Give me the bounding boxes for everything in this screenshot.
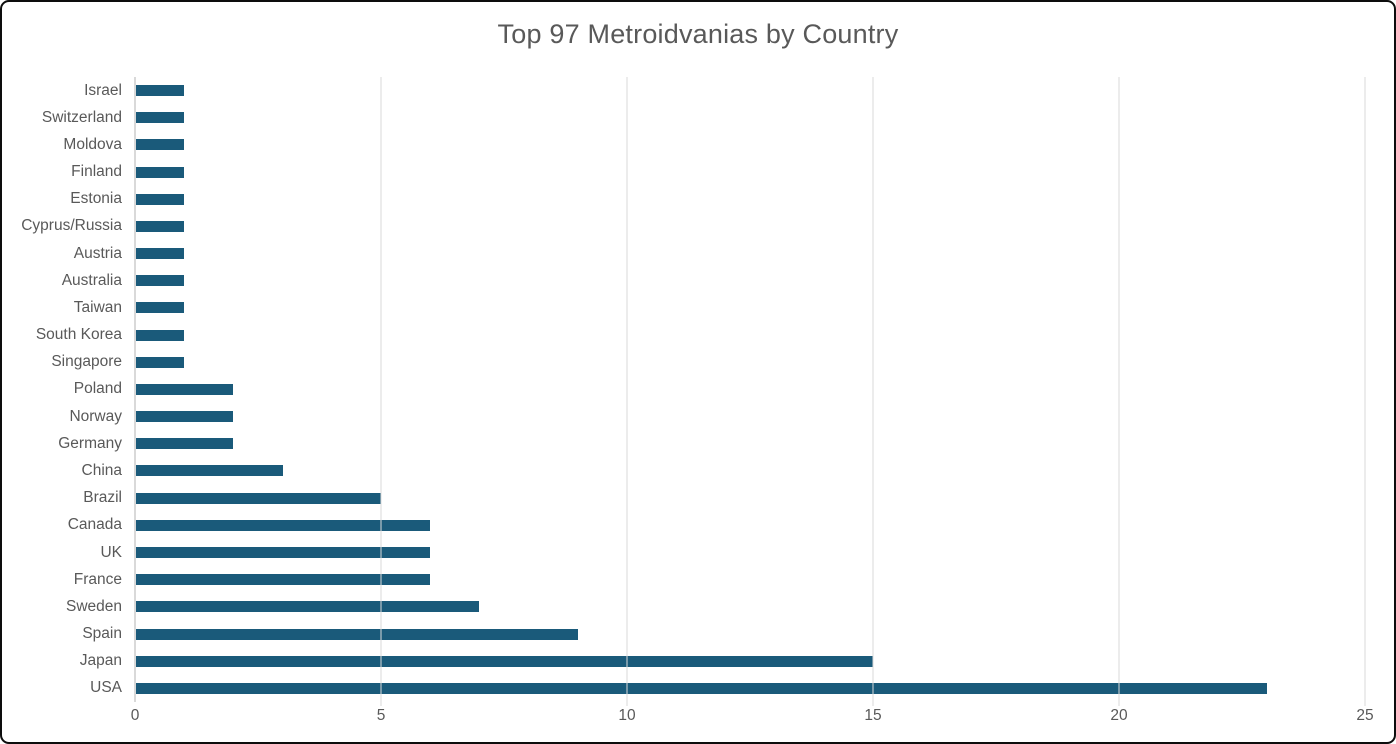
bar-row: [135, 648, 1365, 675]
category-label: Estonia: [70, 190, 122, 208]
category-label: Finland: [71, 163, 122, 181]
bar-row: [135, 267, 1365, 294]
bar: [135, 193, 185, 205]
bar: [135, 220, 185, 232]
bar-row: [135, 457, 1365, 484]
category-label: Cyprus/Russia: [21, 217, 122, 235]
x-tick-label: 0: [130, 707, 140, 724]
category-label: Sweden: [65, 597, 122, 615]
bar-row: [135, 620, 1365, 647]
category-label: USA: [90, 679, 122, 697]
x-tick-label: 15: [864, 707, 882, 724]
bar-row: [135, 349, 1365, 376]
bar: [135, 547, 431, 558]
bar-row: [135, 294, 1365, 321]
bar-row: [135, 376, 1365, 403]
category-label: Israel: [84, 81, 122, 99]
bar: [135, 492, 381, 504]
bar: [135, 411, 234, 423]
bar-row: [135, 566, 1365, 593]
bar: [135, 85, 185, 97]
bar-row: [135, 403, 1365, 430]
category-label: South Korea: [35, 326, 122, 344]
category-label: Switzerland: [41, 108, 122, 126]
bar: [135, 655, 873, 667]
bar-row: [135, 430, 1365, 457]
x-axis-tick-labels: 0 5 10 15 20 25: [131, 707, 1374, 731]
bar-row: [135, 322, 1365, 349]
y-axis-line: [134, 77, 136, 702]
bar-row: [135, 675, 1365, 702]
gridline: [1118, 77, 1120, 706]
gridline: [1364, 77, 1366, 706]
bar: [135, 628, 578, 640]
bar-row: [135, 104, 1365, 131]
bar: [135, 248, 185, 260]
category-label: Australia: [61, 271, 122, 289]
category-label: Moldova: [63, 135, 122, 153]
bar-row: [135, 131, 1365, 158]
bar-row: [135, 186, 1365, 213]
bar-row: [135, 213, 1365, 240]
bar: [135, 383, 234, 395]
bar-row: [135, 512, 1365, 539]
bar: [135, 302, 185, 314]
category-label: UK: [100, 543, 122, 561]
category-label: Austria: [73, 244, 122, 262]
bar: [135, 574, 431, 586]
category-label: Brazil: [83, 489, 122, 507]
bar: [135, 139, 185, 151]
x-tick-label: 5: [376, 707, 386, 724]
category-label: Japan: [79, 652, 122, 670]
category-label: China: [81, 461, 123, 479]
bar: [135, 682, 1267, 694]
bar-row: [135, 593, 1365, 620]
bar: [135, 438, 234, 450]
x-tick-label: 10: [618, 707, 636, 724]
gridline: [872, 77, 874, 706]
gridline: [380, 77, 382, 706]
bar: [135, 356, 185, 368]
category-label: Singapore: [51, 353, 122, 371]
gridline: [626, 77, 628, 706]
bar-row: [135, 240, 1365, 267]
y-axis-category-labels: Israel Switzerland Moldova Finland Estonia Cy…: [2, 77, 135, 702]
category-label: Spain: [82, 625, 122, 643]
x-tick-label: 25: [1356, 707, 1374, 724]
category-label: Poland: [73, 380, 122, 398]
bar: [135, 112, 185, 124]
x-tick-label: 20: [1110, 707, 1128, 724]
bar: [135, 329, 185, 341]
category-label: Germany: [58, 434, 122, 452]
bar-row: [135, 539, 1365, 566]
bar-row: [135, 485, 1365, 512]
bar: [135, 601, 480, 613]
bar: [135, 465, 283, 477]
bar: [135, 519, 431, 531]
category-label: Taiwan: [73, 298, 122, 316]
bar-row: [135, 77, 1365, 104]
bar: [135, 166, 185, 178]
category-label: France: [73, 570, 122, 588]
bar-series: [135, 77, 1365, 702]
plot-area: [134, 77, 1366, 706]
category-label: Norway: [69, 407, 122, 425]
category-label: Canada: [67, 516, 122, 534]
bar-row: [135, 159, 1365, 186]
chart-title: Top 97 Metroidvanias by Country: [497, 19, 899, 49]
bar: [135, 275, 185, 287]
